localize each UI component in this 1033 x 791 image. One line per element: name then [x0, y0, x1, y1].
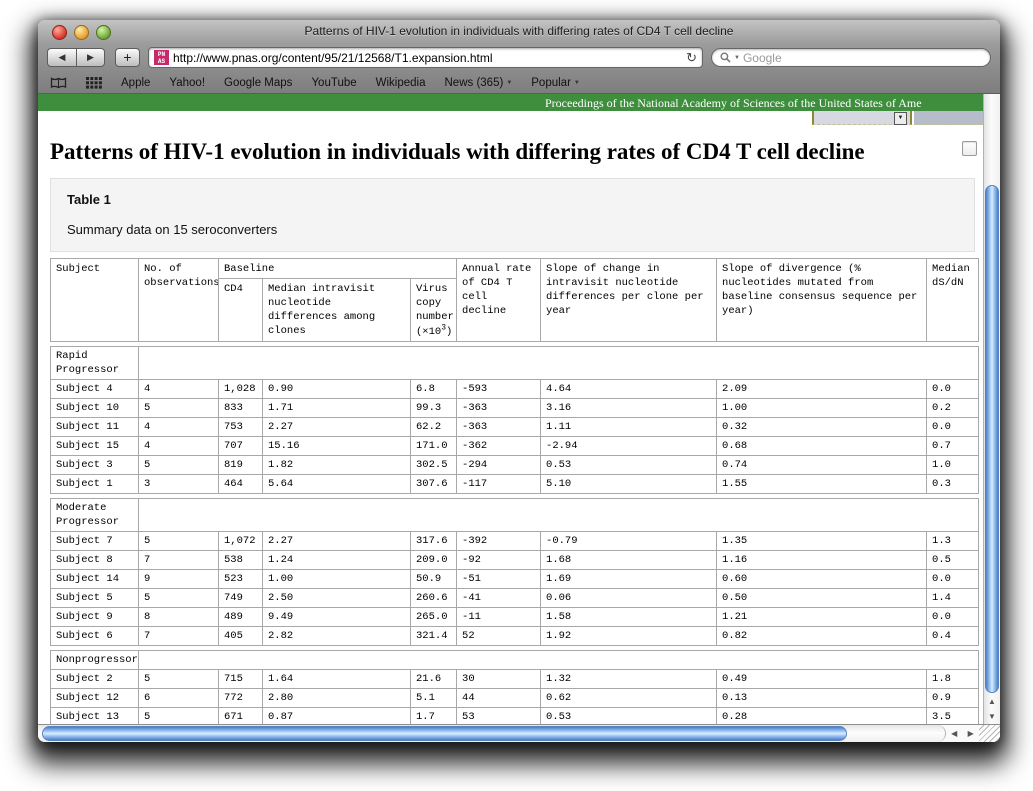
table-row: Subject 7 5 1,072 2.27 317.6 -392 -0.79 1.35 1.3: [50, 530, 980, 551]
col-header-annual-rate: Annual rate of CD4 T cell decline: [456, 258, 542, 342]
reload-icon[interactable]: ↻: [686, 49, 697, 65]
window-titlebar[interactable]: Patterns of HIV-1 evolution in individua…: [38, 20, 1000, 43]
search-options-caret-icon[interactable]: ▼: [734, 54, 740, 61]
select-adjacent-panel: [914, 111, 983, 125]
horizontal-scrollbar-row: ◀ ▶: [38, 724, 1000, 742]
table-row: Subject 14 9 523 1.00 50.9 -51 1.69 0.60 0.0: [50, 568, 980, 589]
col-header-slope-change: Slope of change in intravisit nucleotide…: [540, 258, 718, 342]
pnas-banner: Proceedings of the National Academy of S…: [38, 94, 983, 111]
col-header-cd4: CD4: [218, 278, 263, 342]
group-row: Nonprogressor: [50, 649, 980, 670]
scroll-right-icon[interactable]: ▶: [967, 729, 974, 738]
col-header-baseline: Baseline: [217, 258, 458, 279]
table-row: Subject 6 7 405 2.82 321.4 52 1.92 0.82 0.4: [50, 625, 980, 646]
vertical-scrollbar[interactable]: ▲ ▼: [983, 94, 1000, 724]
col-header-slope-divergence: Slope of divergence (% nucleotides mutat…: [716, 258, 928, 342]
table-row: Subject 13 5 671 0.87 1.7 53 0.53 0.28 3.5: [50, 706, 980, 724]
back-arrow-icon: ◀: [58, 52, 66, 62]
horizontal-scrollbar[interactable]: [38, 725, 946, 742]
table-row: Subject 8 7 538 1.24 209.0 -92 1.68 1.16 0.5: [50, 549, 980, 570]
jump-select-strip: ▼: [38, 111, 983, 126]
search-icon: [720, 52, 731, 63]
col-header-median-intravisit: Median intravisit nucleotide differences…: [262, 278, 411, 342]
bookmarks-book-icon[interactable]: [50, 76, 67, 89]
group-row: Rapid Progressor: [50, 345, 980, 380]
scroll-up-icon[interactable]: ▲: [988, 697, 996, 706]
vertical-scrollbar-thumb[interactable]: [985, 185, 999, 693]
table-row: Subject 3 5 819 1.82 302.5 -294 0.53 0.74 1.0: [50, 454, 980, 475]
table-row: Subject 12 6 772 2.80 5.1 44 0.62 0.13 0.9: [50, 687, 980, 708]
chevron-down-icon: ▼: [573, 79, 580, 86]
bookmark-youtube[interactable]: YouTube: [311, 76, 357, 89]
close-window-button[interactable]: [52, 25, 67, 40]
top-sites-grid-icon[interactable]: [86, 76, 102, 89]
col-header-virus-copy: Virus copy number (×103): [409, 278, 458, 342]
table-row: Subject 5 5 749 2.50 260.6 -41 0.06 0.50 1.4: [50, 587, 980, 608]
table-row: Subject 11 4 753 2.27 62.2 -363 1.11 0.32 0.0: [50, 416, 980, 437]
chevron-down-icon: ▼: [506, 79, 513, 86]
minimize-window-button[interactable]: [74, 25, 89, 40]
col-header-median-dsdn: Median dS/dN: [926, 258, 980, 342]
pnas-favicon-icon: PN AS: [154, 50, 169, 65]
nav-buttons: ◀ ▶: [47, 48, 105, 67]
table-row: Subject 4 4 1,028 0.90 6.8 -593 4.64 2.09 0.0: [50, 378, 980, 399]
col-header-observations: No. of observations: [138, 258, 219, 342]
table-row: Subject 15 4 707 15.16 171.0 -362 -2.94 0.68 0.7: [50, 435, 980, 456]
group-label: Moderate Progressor: [50, 497, 139, 532]
vertical-scrollbar-arrows: ▲ ▼: [984, 694, 1000, 724]
group-row: Moderate Progressor: [50, 497, 980, 532]
table-row: Subject 10 5 833 1.71 99.3 -363 3.16 1.00 0.2: [50, 397, 980, 418]
new-tab-button[interactable]: +: [115, 48, 140, 67]
search-placeholder: Google: [742, 50, 782, 65]
forward-button[interactable]: ▶: [76, 48, 105, 67]
page-checkbox[interactable]: [962, 141, 977, 156]
search-field[interactable]: ▼ Google: [711, 48, 991, 67]
back-button[interactable]: ◀: [47, 48, 76, 67]
window-title: Patterns of HIV-1 evolution in individua…: [304, 24, 734, 38]
address-bar[interactable]: PN AS http://www.pnas.org/content/95/21/1…: [148, 47, 703, 68]
bookmark-apple[interactable]: Apple: [121, 76, 151, 89]
browser-window: Patterns of HIV-1 evolution in individua…: [38, 20, 1000, 742]
url-text[interactable]: http://www.pnas.org/content/95/21/12568/…: [173, 50, 493, 65]
zoom-window-button[interactable]: [96, 25, 111, 40]
forward-arrow-icon: ▶: [87, 52, 94, 62]
group-label: Nonprogressor: [50, 649, 139, 670]
bookmarks-bar: Apple Yahoo! Google Maps YouTube Wikiped…: [38, 72, 1000, 94]
bookmark-news-folder[interactable]: News (365) ▼: [444, 76, 513, 89]
scroll-down-icon[interactable]: ▼: [988, 712, 996, 721]
horizontal-scrollbar-arrows: ◀ ▶: [946, 725, 979, 742]
table-row: Subject 1 3 464 5.64 307.6 -117 5.10 1.55 0.3: [50, 473, 980, 494]
bookmark-google-maps[interactable]: Google Maps: [224, 76, 293, 89]
web-page: Proceedings of the National Academy of S…: [38, 94, 983, 724]
select-dropdown-icon[interactable]: ▼: [894, 112, 907, 125]
resize-grip[interactable]: [979, 725, 1000, 742]
page-title: Patterns of HIV-1 evolution in individua…: [50, 139, 865, 164]
table-row: Subject 9 8 489 9.49 265.0 -11 1.58 1.21 0.0: [50, 606, 980, 627]
col-header-subject: Subject: [50, 258, 139, 342]
jump-select[interactable]: ▼: [812, 111, 912, 125]
table-body: Rapid Progressor Subject 4 4 1,028 0.90 6.8 -5…: [50, 341, 980, 724]
group-label: Rapid Progressor: [50, 345, 139, 380]
table-caption: Summary data on 15 seroconverters: [67, 222, 278, 237]
table-row: Subject 2 5 715 1.64 21.6 30 1.32 0.49 1.8: [50, 668, 980, 689]
bookmark-yahoo[interactable]: Yahoo!: [169, 76, 206, 89]
pnas-banner-text: Proceedings of the National Academy of S…: [545, 96, 922, 110]
table-label: Table 1: [67, 192, 111, 207]
scroll-left-icon[interactable]: ◀: [951, 729, 958, 738]
bookmark-popular-folder[interactable]: Popular ▼: [531, 76, 580, 89]
horizontal-scrollbar-thumb[interactable]: [42, 726, 847, 741]
window-controls: [52, 25, 111, 40]
browser-toolbar: ◀ ▶ + PN AS http://www.pnas.org/content/9…: [38, 43, 1000, 72]
bookmark-wikipedia[interactable]: Wikipedia: [375, 76, 426, 89]
page-viewport: Proceedings of the National Academy of S…: [38, 94, 1000, 724]
data-table: Subject No. of observations Baseline Ann…: [50, 258, 980, 724]
table-summary-box: Table 1 Summary data on 15 seroconverter…: [50, 178, 975, 252]
